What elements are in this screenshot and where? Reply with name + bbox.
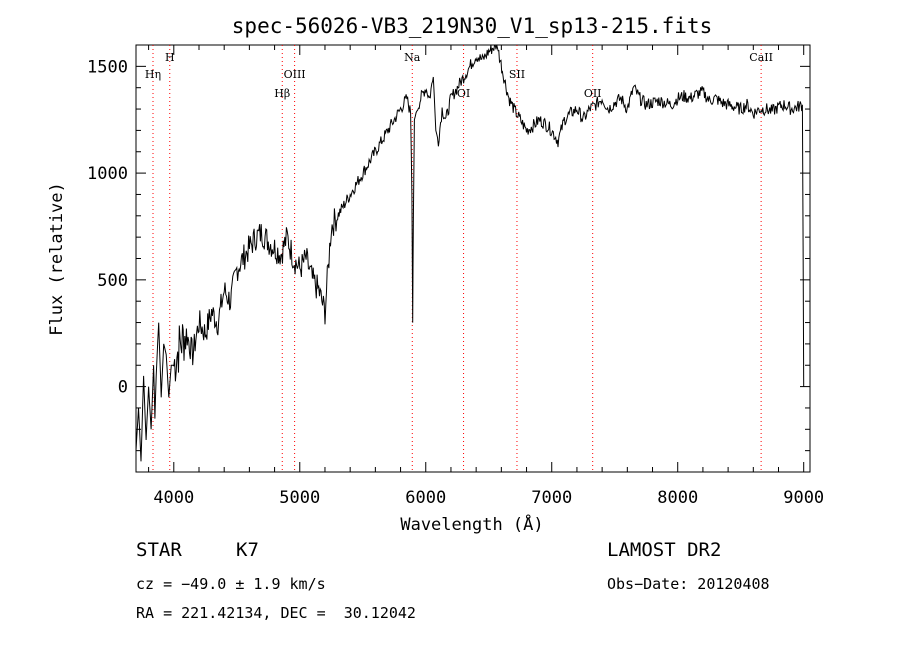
object-subclass: K7	[236, 539, 259, 561]
x-tick-label: 8000	[657, 488, 698, 508]
spectral-line-label: SII	[509, 68, 525, 81]
y-axis-label: Flux (relative)	[47, 182, 67, 336]
redshift-velocity: cz = −49.0 ± 1.9 km/s	[136, 575, 326, 593]
spectrum-series	[135, 44, 805, 462]
spectral-line-label: Hβ	[274, 87, 290, 100]
spectrum-line	[135, 44, 805, 462]
spectral-line-label: OII	[584, 87, 602, 100]
y-tick-label: 1000	[87, 164, 128, 184]
x-tick-label: 5000	[279, 488, 320, 508]
x-tick-label: 6000	[405, 488, 446, 508]
survey-name: LAMOST DR2	[607, 539, 722, 561]
y-tick-label: 1500	[87, 57, 128, 77]
plot-border	[135, 44, 811, 473]
plot-frame	[135, 44, 811, 473]
x-axis: 4000 5000 6000 7000 8000 9000	[148, 45, 824, 508]
y-tick-label: 500	[97, 271, 128, 291]
x-tick-label: 9000	[783, 488, 824, 508]
y-tick-label: 0	[118, 378, 128, 398]
observation-date: Obs−Date: 20120408	[607, 575, 770, 593]
spectral-line-label: H	[165, 51, 175, 64]
object-type: STAR	[136, 539, 182, 561]
x-tick-label: 4000	[153, 488, 194, 508]
coordinates: RA = 221.42134, DEC = 30.12042	[136, 604, 416, 622]
spectral-line-label: OIII	[284, 68, 306, 81]
spectral-line-label: Hη	[145, 68, 161, 81]
x-axis-label: Wavelength (Å)	[400, 513, 543, 535]
spectral-line-label: CaII	[749, 51, 773, 64]
chart-title: spec-56026-VB3_219N30_V1_sp13-215.fits	[232, 14, 712, 38]
spectral-line-label: Na	[404, 51, 421, 64]
spectral-line-markers: Hη H Hβ OIII Na OI SII OII CaII	[145, 45, 773, 472]
spectral-line-label: OI	[457, 87, 470, 100]
x-tick-label: 7000	[531, 488, 572, 508]
y-axis: 0 500 1000 1500	[87, 44, 810, 473]
